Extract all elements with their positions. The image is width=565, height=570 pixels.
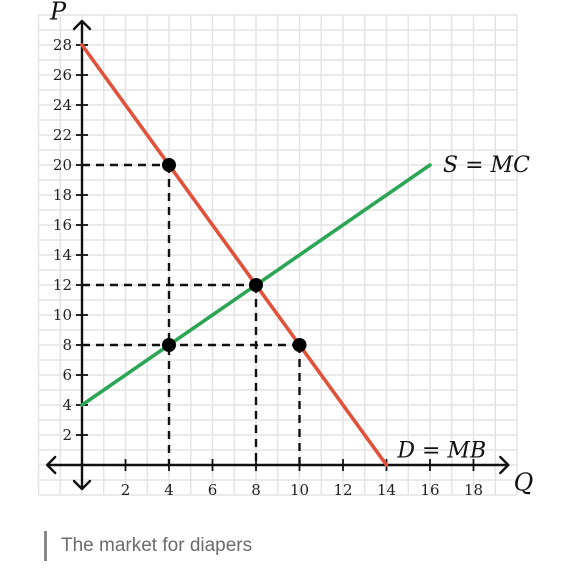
y-tick-label: 8: [62, 336, 72, 354]
reference-lines: [82, 163, 301, 465]
x-axis-arrow-right: [499, 455, 510, 475]
figure-caption: The market for diapers: [44, 530, 252, 562]
x-tick-label: 2: [121, 481, 131, 499]
x-tick-label: 14: [377, 481, 396, 499]
demand-line: [80, 43, 389, 467]
y-tick-label: 20: [53, 156, 72, 174]
y-tick-label: 14: [53, 246, 72, 264]
caption-bar: [44, 531, 47, 561]
y-axis-arrow-down: [72, 479, 92, 491]
highlight-points: [162, 158, 307, 352]
y-tick-label: 22: [53, 126, 72, 144]
labels: 2 4 6 8 10 12 14 16 18246810121416182022242628QP…: [49, 0, 533, 499]
y-tick-label: 2: [62, 426, 72, 444]
y-tick-label: 10: [53, 306, 72, 324]
x-tick-label: 4: [164, 481, 174, 499]
y-tick-label: 26: [53, 66, 72, 84]
x-tick-label: 8: [251, 481, 261, 499]
x-tick-label: 16: [420, 481, 439, 499]
y-tick-label: 16: [53, 216, 72, 234]
y-tick-label: 18: [53, 186, 72, 204]
y-tick-label: 28: [53, 36, 72, 54]
chart: 2 4 6 8 10 12 14 16 18246810121416182022242628QP…: [37, 0, 533, 499]
data-point: [162, 338, 176, 352]
y-tick-label: 6: [62, 366, 72, 384]
series-label-demand: D = MB: [396, 439, 486, 464]
x-tick-label: 12: [333, 481, 352, 499]
x-axis-arrow-left: [46, 455, 57, 475]
data-point: [292, 338, 307, 352]
x-tick-label: 18: [464, 481, 483, 499]
data-point: [249, 278, 263, 292]
y-axis-label: P: [49, 0, 67, 26]
data-point: [162, 158, 176, 172]
y-axis-arrow-up: [72, 19, 92, 31]
x-axis-label: Q: [514, 469, 534, 497]
x-tick-label: 10: [290, 481, 309, 499]
x-tick-label: 6: [208, 481, 218, 499]
y-tick-label: 4: [62, 396, 72, 414]
series-label-supply: S = MC: [443, 153, 530, 178]
y-tick-label: 24: [53, 96, 72, 114]
caption-text: The market for diapers: [61, 535, 253, 556]
y-tick-label: 12: [53, 276, 72, 294]
